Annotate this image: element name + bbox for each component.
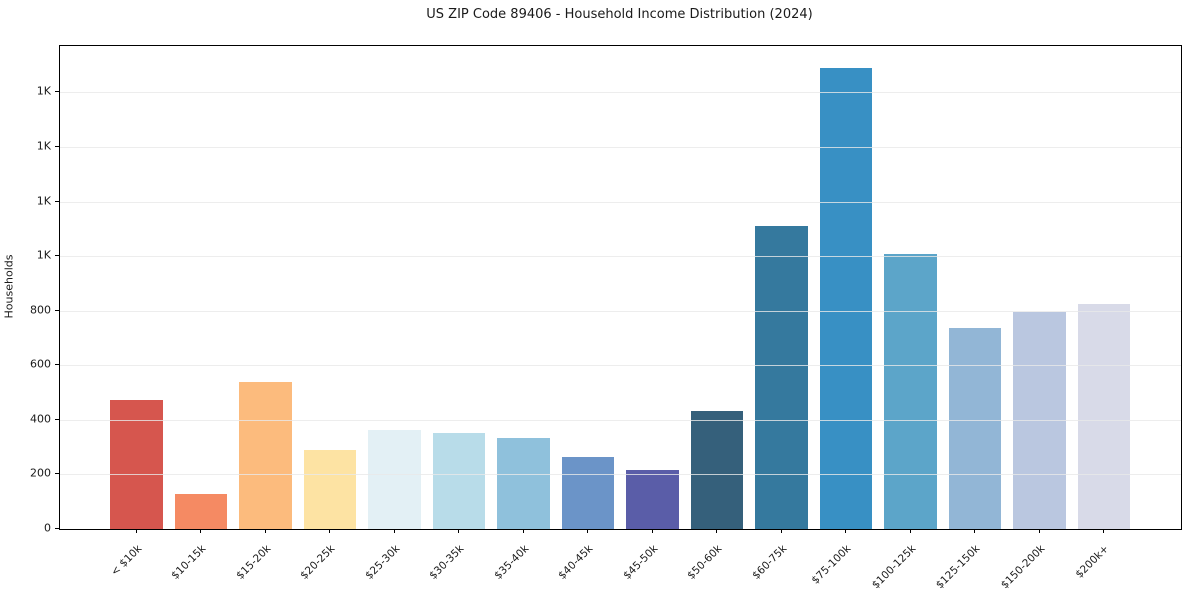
bar-$45-50k <box>626 470 679 529</box>
bar-$20-25k <box>303 450 357 529</box>
x-tick-label: $20-25k <box>298 542 338 582</box>
x-tick-mark <box>264 529 266 533</box>
x-tick-label: $150-200k <box>998 542 1047 590</box>
bar-$200k+ <box>1077 303 1131 529</box>
gridline <box>60 365 1181 367</box>
y-tick-label: 1K <box>36 194 51 208</box>
x-tick-mark <box>393 529 395 533</box>
x-tick-mark <box>587 529 589 533</box>
gridline <box>60 146 1181 148</box>
gridline <box>60 419 1181 421</box>
bar-$30-35k <box>432 432 486 529</box>
x-tick-label: $25-30k <box>362 542 402 582</box>
bar-$75-100k <box>819 68 873 529</box>
y-tick-label: 0 <box>44 521 51 535</box>
x-tick-label: $100-125k <box>869 542 918 590</box>
x-tick-mark <box>651 529 653 533</box>
x-tick-label: $50-60k <box>685 542 725 582</box>
y-tick-mark <box>55 473 59 475</box>
y-tick-mark <box>55 528 59 529</box>
bar-$10-15k <box>174 494 228 529</box>
x-tick-mark <box>200 529 202 533</box>
x-tick-mark <box>329 529 331 533</box>
bar-$125-150k <box>948 327 1002 529</box>
y-tick-label: 800 <box>30 303 51 317</box>
gridline <box>60 201 1181 203</box>
y-tick-label: 1K <box>36 248 51 262</box>
y-tick-mark <box>55 364 59 366</box>
y-tick-mark <box>55 418 59 420</box>
y-tick-mark <box>55 255 59 257</box>
bar-$100-125k <box>884 253 937 529</box>
gridline <box>60 256 1181 258</box>
x-tick-label: < $10k <box>108 542 144 579</box>
y-tick-label: 200 <box>30 466 51 480</box>
y-tick-mark <box>55 309 59 311</box>
x-tick-mark <box>845 529 847 533</box>
bar-$15-20k <box>239 381 292 529</box>
chart-title: US ZIP Code 89406 - Household Income Dis… <box>426 7 813 22</box>
x-tick-label: $60-75k <box>749 542 789 582</box>
x-tick-mark <box>909 529 911 533</box>
bar-$40-45k <box>561 456 615 529</box>
bar-$60-75k <box>755 225 808 529</box>
y-tick-label: 1K <box>36 84 51 98</box>
bar-< $10k <box>110 400 163 529</box>
x-tick-label: $10-15k <box>169 542 209 582</box>
gridline <box>60 474 1181 476</box>
y-tick-label: 600 <box>30 357 51 371</box>
x-tick-label: $75-100k <box>809 542 854 587</box>
x-tick-mark <box>1038 529 1040 533</box>
x-tick-mark <box>716 529 718 533</box>
y-tick-mark <box>55 91 59 93</box>
bar-$50-60k <box>690 410 744 529</box>
y-tick-mark <box>55 200 59 202</box>
bar-$35-40k <box>497 438 550 529</box>
x-tick-label: $40-45k <box>556 542 596 582</box>
y-tick-mark <box>55 145 59 147</box>
x-tick-mark <box>135 529 137 533</box>
gridline <box>60 92 1181 94</box>
plot-area <box>59 45 1182 530</box>
x-tick-mark <box>522 529 524 533</box>
x-tick-label: $125-150k <box>933 542 983 590</box>
x-tick-label: $45-50k <box>620 542 660 582</box>
y-tick-label: 1K <box>36 139 51 153</box>
x-tick-label: $15-20k <box>233 542 273 582</box>
x-tick-mark <box>974 529 976 533</box>
x-tick-mark <box>1103 529 1105 533</box>
gridline <box>60 310 1181 312</box>
y-tick-label: 400 <box>30 412 51 426</box>
x-tick-label: $30-35k <box>427 542 467 582</box>
x-tick-label: $35-40k <box>491 542 531 582</box>
x-tick-label: $200k+ <box>1073 542 1112 581</box>
x-tick-mark <box>458 529 460 533</box>
bar-$25-30k <box>368 429 421 529</box>
x-tick-mark <box>780 529 782 533</box>
